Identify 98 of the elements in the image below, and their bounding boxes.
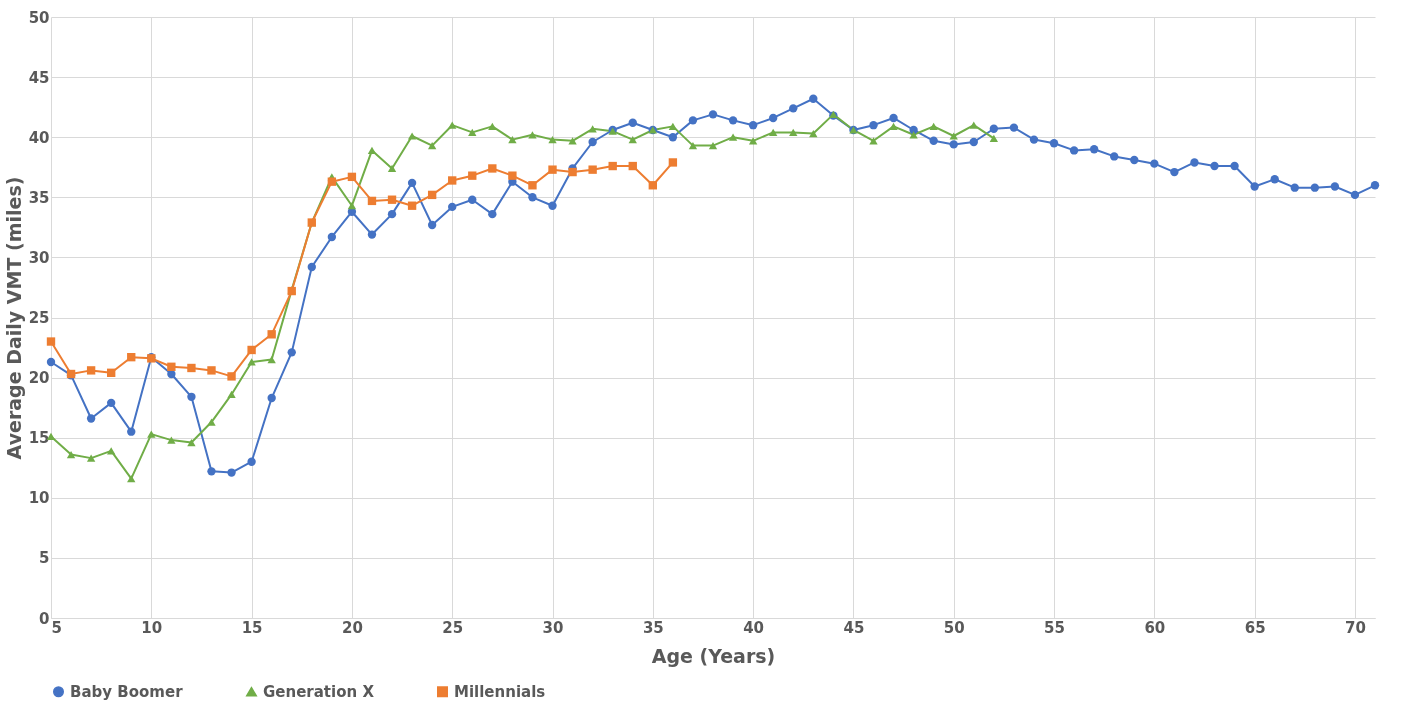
point — [407, 201, 417, 210]
x-tick-label: 25 — [442, 618, 464, 637]
point — [989, 134, 999, 143]
point — [86, 454, 96, 462]
point — [227, 372, 236, 381]
point — [267, 355, 276, 364]
y-axis-title: Average Daily VMT (miles) — [2, 176, 25, 460]
legend-label: Generation X — [263, 682, 375, 701]
point — [167, 436, 176, 444]
y-tick-label: 40 — [28, 128, 50, 147]
point — [367, 196, 377, 206]
point — [127, 474, 136, 483]
y-tick-label: 25 — [28, 309, 50, 327]
point — [528, 181, 537, 190]
point — [769, 128, 778, 137]
point — [66, 450, 76, 459]
point — [407, 132, 417, 140]
point — [668, 122, 678, 131]
point — [628, 161, 637, 171]
y-tick-label: 15 — [28, 429, 50, 448]
point — [688, 141, 698, 150]
point — [789, 128, 798, 137]
point — [167, 362, 176, 371]
x-tick-label: 10 — [141, 618, 163, 637]
point — [508, 135, 517, 144]
point — [568, 137, 577, 145]
point — [107, 447, 116, 455]
x-tick-label: 45 — [843, 618, 865, 637]
point — [347, 202, 357, 210]
point — [588, 165, 597, 174]
point — [187, 438, 196, 447]
point — [929, 122, 938, 131]
point — [869, 137, 878, 145]
x-tick-label: 30 — [542, 618, 564, 637]
point — [628, 135, 637, 144]
point — [648, 181, 657, 190]
y-tick-label: 5 — [39, 549, 50, 568]
x-tick-label: 40 — [743, 618, 765, 637]
x-tick-label: 60 — [1144, 618, 1166, 637]
legend-label: Millennials — [454, 682, 546, 701]
point — [427, 190, 437, 200]
x-tick-label: 55 — [1044, 618, 1065, 637]
point — [488, 122, 497, 131]
point — [367, 146, 377, 155]
y-tick-label: 45 — [28, 68, 50, 87]
x-tick-label: 35 — [642, 618, 664, 637]
point — [969, 121, 978, 129]
point — [468, 128, 477, 137]
point — [488, 164, 497, 173]
x-tick-label: 65 — [1244, 618, 1266, 637]
point — [207, 366, 216, 375]
point — [889, 122, 898, 131]
point — [949, 132, 958, 140]
point — [347, 172, 357, 182]
point — [327, 177, 337, 186]
x-axis-title: Age (Years) — [651, 644, 776, 667]
point — [468, 171, 477, 180]
y-tick-label: 0 — [39, 609, 50, 628]
point — [548, 135, 557, 144]
point — [748, 137, 758, 145]
point — [247, 345, 256, 355]
point — [46, 337, 56, 346]
y-tick-label: 50 — [28, 8, 50, 27]
y-tick-label: 30 — [28, 248, 50, 267]
point — [448, 121, 457, 129]
legend-label: Baby Boomer — [70, 682, 184, 701]
point — [809, 129, 818, 138]
point — [387, 164, 397, 173]
point — [448, 176, 457, 185]
y-tick-label: 10 — [28, 489, 50, 508]
point — [508, 171, 517, 180]
x-tick-label: 70 — [1345, 618, 1366, 637]
point — [207, 418, 216, 426]
point — [668, 158, 678, 167]
point — [86, 366, 96, 375]
y-tick-label: 35 — [28, 188, 50, 207]
point — [548, 165, 557, 174]
x-tick-label: 50 — [943, 618, 965, 637]
point — [568, 167, 577, 177]
y-tick-label: 20 — [28, 369, 50, 388]
point — [909, 131, 918, 139]
point — [588, 125, 597, 133]
point — [107, 368, 116, 377]
x-tick-label: 20 — [341, 618, 363, 637]
point — [147, 430, 156, 438]
point — [528, 131, 537, 139]
point — [227, 390, 236, 399]
point — [127, 352, 136, 362]
point — [387, 195, 397, 204]
point — [267, 330, 276, 339]
x-tick-label: 15 — [241, 618, 263, 637]
point — [247, 358, 256, 366]
point — [427, 141, 437, 150]
x-tick-label: 5 — [51, 618, 62, 637]
point — [187, 363, 196, 373]
point — [728, 133, 738, 141]
point — [608, 161, 617, 171]
point — [708, 141, 718, 150]
